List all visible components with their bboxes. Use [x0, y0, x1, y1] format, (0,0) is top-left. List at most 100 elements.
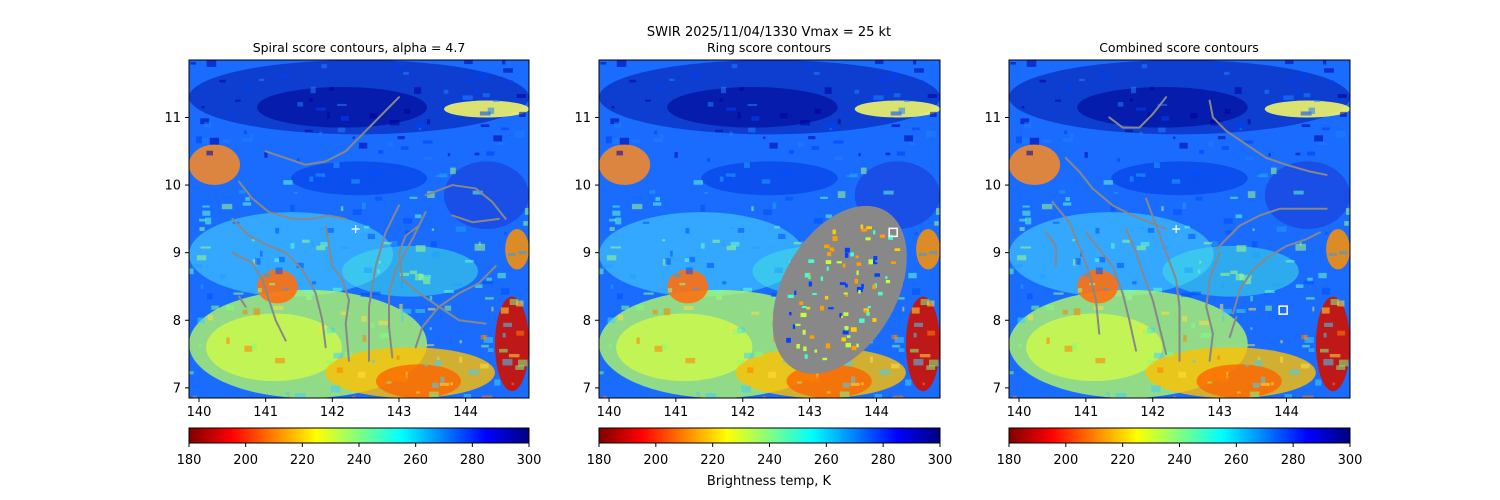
- cloud-texture: [313, 176, 322, 183]
- ring-texture: [841, 315, 844, 318]
- colorbar-tick-label: 260: [1224, 453, 1249, 468]
- cloud-texture: [405, 371, 408, 379]
- cloud-texture: [378, 320, 390, 326]
- cloud-texture: [1221, 308, 1232, 314]
- cloud-texture: [225, 304, 234, 311]
- cloud-region: [444, 161, 529, 229]
- cloud-texture: [1223, 218, 1233, 224]
- cloud-texture: [927, 94, 937, 98]
- score-contour-line: [238, 180, 347, 220]
- cloud-texture: [873, 95, 884, 100]
- cloud-texture: [371, 291, 381, 296]
- ring-texture: [792, 324, 796, 329]
- cloud-texture: [1102, 288, 1110, 291]
- cloud-texture: [320, 241, 330, 247]
- cloud-texture: [1147, 111, 1151, 119]
- cloud-texture: [725, 173, 736, 178]
- cloud-texture: [243, 138, 253, 143]
- ring-texture: [809, 335, 815, 339]
- cloud-texture: [427, 191, 435, 198]
- cloud-texture: [1329, 79, 1334, 83]
- cloud-texture: [1217, 355, 1221, 360]
- cloud-texture: [739, 86, 745, 91]
- cloud-texture: [722, 241, 725, 247]
- cloud-texture: [1116, 262, 1125, 269]
- cloud-texture: [1299, 241, 1302, 246]
- cloud-texture: [482, 280, 494, 285]
- cloud-texture: [1095, 357, 1106, 364]
- cloud-texture: [352, 136, 356, 139]
- ring-texture: [845, 327, 848, 331]
- cloud-texture: [1322, 127, 1330, 131]
- cloud-texture: [287, 396, 291, 398]
- cloud-texture: [309, 176, 314, 182]
- cloud-region: [701, 161, 838, 196]
- cloud-texture: [316, 245, 326, 251]
- cloud-texture: [609, 227, 615, 232]
- cloud-region: [495, 296, 529, 392]
- ring-texture: [795, 323, 801, 326]
- cloud-texture: [246, 86, 252, 92]
- center-plus-marker: [1172, 225, 1181, 233]
- cloud-texture: [1020, 284, 1024, 289]
- cloud-texture: [1024, 122, 1032, 128]
- cloud-texture: [914, 322, 923, 327]
- ring-texture: [894, 248, 901, 252]
- colorbar-gradient: [1008, 427, 1351, 444]
- cloud-texture: [1303, 280, 1315, 285]
- cloud-texture: [927, 300, 935, 307]
- cloud-texture: [201, 105, 205, 109]
- cloud-texture: [778, 233, 786, 240]
- cloud-texture: [797, 381, 803, 384]
- cloud-texture: [669, 78, 675, 82]
- cloud-region: [1009, 144, 1061, 186]
- cloud-texture: [315, 173, 326, 178]
- cloud-texture: [401, 315, 404, 322]
- cloud-texture: [429, 391, 439, 397]
- cloud-texture: [432, 382, 439, 388]
- cloud-texture: [493, 100, 500, 103]
- cloud-texture: [1332, 382, 1335, 386]
- x-tick-label: 142: [320, 405, 345, 420]
- cloud-texture: [1260, 382, 1270, 386]
- cloud-texture: [400, 146, 409, 150]
- cloud-texture: [1153, 287, 1163, 292]
- cloud-texture: [874, 60, 884, 65]
- cloud-texture: [1012, 264, 1023, 268]
- cloud-texture: [667, 288, 673, 293]
- cloud-texture: [1218, 136, 1226, 140]
- cloud-region: [1077, 269, 1119, 304]
- cloud-texture: [387, 141, 393, 147]
- x-tick-label: 142: [1140, 405, 1165, 420]
- panel-title: Spiral score contours, alpha = 4.7: [253, 40, 466, 55]
- cloud-texture: [305, 295, 312, 300]
- cloud-texture: [608, 344, 612, 348]
- cloud-region: [291, 161, 427, 196]
- cloud-texture: [769, 142, 778, 149]
- cloud-texture: [1147, 359, 1155, 364]
- cloud-texture: [468, 369, 479, 375]
- y-tick-label: 11: [574, 111, 591, 126]
- cloud-texture: [1190, 113, 1198, 119]
- cloud-texture: [850, 382, 860, 386]
- cloud-texture: [763, 136, 766, 139]
- cloud-texture: [808, 375, 819, 382]
- cloud-texture: [1139, 131, 1143, 136]
- cloud-texture: [1339, 359, 1349, 367]
- cloud-region: [1315, 296, 1350, 392]
- cloud-texture: [1073, 308, 1081, 316]
- cloud-texture: [1020, 118, 1030, 125]
- cloud-texture: [380, 332, 390, 339]
- cloud-texture: [503, 322, 513, 327]
- cloud-texture: [1105, 391, 1110, 396]
- cloud-texture: [1172, 395, 1176, 398]
- cloud-texture: [205, 217, 212, 225]
- cloud-texture: [487, 348, 494, 353]
- cloud-texture: [700, 243, 705, 249]
- score-contour-line: [388, 211, 427, 359]
- cloud-texture: [731, 64, 738, 69]
- cloud-texture: [1133, 176, 1142, 183]
- score-contour-line: [414, 265, 497, 349]
- y-tick-label: 11: [984, 111, 1001, 126]
- cloud-texture: [1268, 153, 1271, 157]
